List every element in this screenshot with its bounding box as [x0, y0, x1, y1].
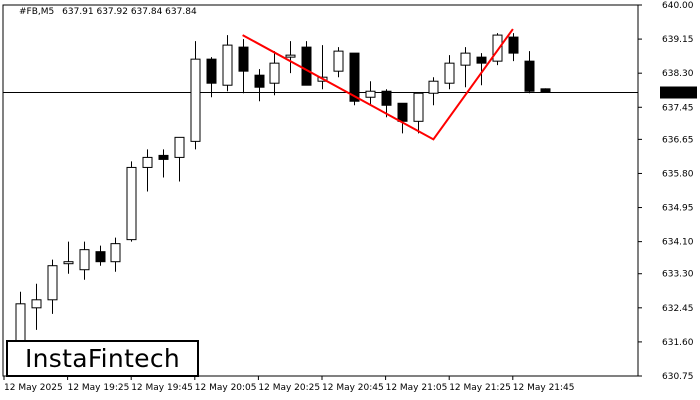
plot-area: [2, 4, 639, 377]
plot-frame: [2, 4, 639, 377]
candle: [190, 41, 201, 150]
candle-body: [476, 56, 487, 64]
y-tick-label: 636.65: [662, 135, 694, 145]
candle: [508, 33, 519, 62]
candle-body: [508, 36, 519, 54]
candle-body: [95, 251, 106, 263]
symbol-label: #FB,M5: [19, 7, 54, 17]
price-axis: 640.00 639.15 638.30 637.45 636.65 635.80 634.…: [638, 1, 694, 382]
candle: [397, 102, 408, 134]
candle-body: [222, 44, 233, 86]
candle-body: [142, 156, 153, 168]
candle-body: [190, 58, 201, 142]
candle: [317, 45, 328, 90]
candle-body: [460, 52, 471, 66]
candle: [444, 55, 455, 90]
candle: [95, 245, 106, 266]
candle: [63, 241, 74, 274]
y-tick-label: 634.95: [662, 204, 694, 214]
candle: [524, 51, 535, 94]
candle-body: [381, 90, 392, 106]
candle-body: [492, 34, 503, 62]
candle: [254, 69, 265, 102]
candle: [222, 35, 233, 92]
ohlc-values: 637.91 637.92 637.84 637.84: [62, 7, 197, 17]
candle: [174, 136, 185, 182]
candle: [47, 259, 58, 314]
current-price-tag: 637.84: [660, 86, 697, 99]
time-axis: 12 May 2025 12 May 19:25 12 May 19:45 12 Ma…: [3, 376, 575, 393]
candle-body: [47, 265, 58, 301]
y-tick-label: 631.60: [662, 338, 694, 348]
x-tick-label: 12 May 21:45: [513, 383, 575, 393]
y-tick-label: 632.45: [662, 304, 694, 314]
candle-body: [333, 50, 344, 72]
candle: [269, 51, 280, 96]
y-tick-label: 634.10: [662, 238, 694, 248]
candle-body: [110, 243, 121, 263]
y-tick-label: 637.45: [662, 103, 694, 113]
candle: [206, 57, 217, 98]
candle: [158, 149, 169, 178]
x-tick-label: 12 May 19:25: [68, 383, 130, 393]
y-tick-label: 635.80: [662, 169, 694, 179]
x-tick-label: 12 May 20:05: [195, 383, 257, 393]
candle-body: [238, 46, 249, 72]
candle-body: [349, 52, 360, 102]
candle-body: [428, 80, 439, 94]
y-tick-label: 633.30: [662, 270, 694, 280]
y-tick-label: 639.15: [662, 35, 694, 45]
candle-body: [397, 102, 408, 122]
candle-body: [269, 62, 280, 84]
price-tag-value: 637.84: [663, 89, 695, 99]
candle-body: [365, 90, 376, 98]
candle: [285, 41, 296, 74]
candle-body: [444, 62, 455, 84]
x-tick-label: 12 May 2025: [4, 383, 63, 393]
x-tick-label: 12 May 19:45: [131, 383, 193, 393]
candle: [333, 47, 344, 78]
candle-body: [206, 58, 217, 84]
candle-body: [540, 88, 551, 93]
candle: [79, 241, 90, 280]
candle-body: [301, 46, 312, 86]
candle: [413, 92, 424, 134]
candle: [540, 88, 551, 93]
candle: [110, 237, 121, 272]
candle-body: [174, 136, 185, 158]
candle: [301, 41, 312, 86]
candle: [31, 283, 42, 330]
candle: [460, 47, 471, 88]
y-tick-label: 640.00: [662, 1, 694, 11]
pattern-line: [242, 28, 514, 141]
candle-body: [63, 261, 74, 265]
candle-body: [285, 54, 296, 58]
candle: [142, 149, 153, 192]
candle-body: [15, 303, 26, 343]
x-tick-label: 12 May 21:05: [386, 383, 448, 393]
candle: [238, 39, 249, 94]
candle-body: [79, 249, 90, 271]
candle-body: [158, 154, 169, 160]
y-tick-label: 630.75: [662, 372, 694, 382]
candle-body: [524, 60, 535, 92]
y-tick-label: 638.30: [662, 69, 694, 79]
x-tick-label: 12 May 20:25: [258, 383, 320, 393]
candle: [126, 161, 137, 242]
candle: [428, 77, 439, 106]
brand-name: InstaFintech: [24, 344, 181, 373]
candle: [365, 81, 376, 106]
candle-body: [254, 74, 265, 88]
chart-header: #FB,M5 637.91 637.92 637.84 637.84: [19, 7, 197, 17]
candle-body: [31, 299, 42, 309]
price-tag-background: [660, 86, 697, 99]
x-tick-label: 12 May 21:25: [449, 383, 511, 393]
candle-body: [126, 166, 137, 241]
x-tick-label: 12 May 20:45: [322, 383, 384, 393]
candle: [476, 53, 487, 86]
brand-logo: InstaFintech: [6, 340, 199, 377]
candle-body: [413, 92, 424, 122]
